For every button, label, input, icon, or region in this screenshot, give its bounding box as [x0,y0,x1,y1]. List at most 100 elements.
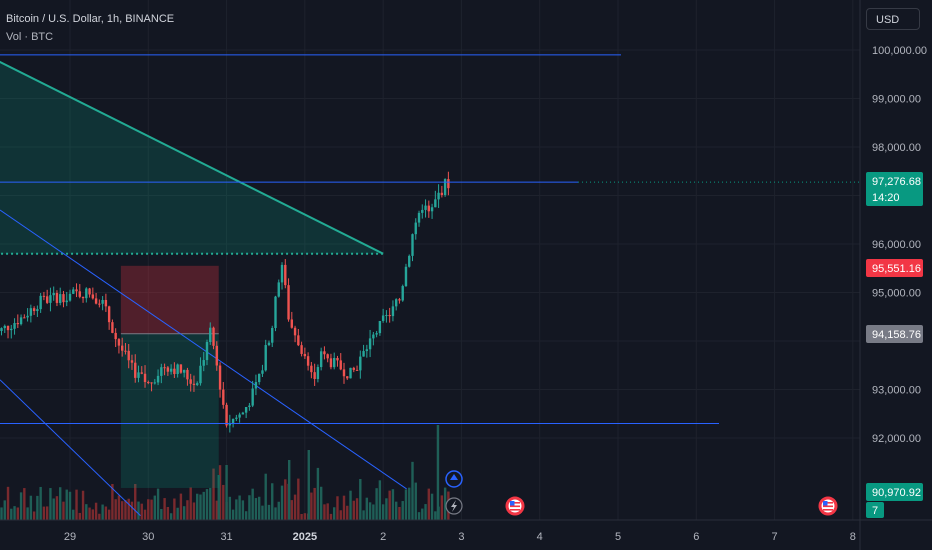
candle-body [267,342,271,346]
candle-body [319,351,323,368]
volume-bar [199,494,202,520]
volume-bar [372,504,375,520]
trend-line-lower [0,379,141,516]
volume-bar [68,491,72,520]
candle [365,344,369,358]
candle-body [75,289,78,292]
candle-body [169,368,173,372]
x-tick-label: 5 [615,531,621,543]
x-tick-label: 29 [64,531,76,543]
volume-bar [156,488,160,520]
volume-bar [91,509,95,520]
y-tick-label: 95,000.00 [872,288,921,300]
candle [349,367,352,379]
volume-bar [274,507,277,520]
candle-body [140,372,143,374]
candle [85,287,88,303]
volume-bar [212,468,215,520]
candle-body [182,369,186,373]
volume-bar [49,488,52,520]
candle-body [346,376,349,379]
volume-bar [434,511,437,520]
candle-body [160,367,163,376]
candle [381,308,385,323]
volume-bar [277,501,280,520]
flag-stripe [510,509,520,511]
volume-bar [421,508,424,520]
volume-bar [81,490,85,520]
candle [19,314,23,326]
candle-body [231,418,235,424]
volume-bar [378,480,382,520]
candle-body [440,192,444,196]
volume-spike [225,465,228,520]
candle-body [215,345,218,366]
volume-bar [248,495,251,520]
volume-bar [329,513,333,520]
volume-bar [114,499,117,520]
lightning-icon[interactable] [445,497,463,515]
volume-bar [117,495,121,520]
volume-bar [385,498,388,520]
y-tick-label: 93,000.00 [872,385,921,397]
volume-bar [394,501,398,520]
candle-body [238,414,241,418]
candle [427,200,431,218]
candle-body [411,234,414,256]
candle-body [381,315,385,321]
volume-bar [166,506,170,520]
volume-bar [218,465,222,520]
volume-bar [173,498,176,520]
volume-bar [32,511,36,520]
candle [424,199,427,218]
candle-body [414,222,417,235]
volume-bar [101,504,104,520]
y-tick-label: 96,000.00 [872,239,921,251]
candle [434,190,437,208]
candle-body [45,296,49,303]
candle [280,262,284,290]
candle [42,291,46,301]
volume-bar [251,488,254,520]
us-flag-icon[interactable] [818,496,838,516]
candle-body [264,345,267,371]
candle-body [205,342,209,361]
candle-body [72,289,75,294]
volume-bar [169,513,173,520]
x-tick-label: 7 [772,531,778,543]
x-tick-label: 4 [537,531,543,543]
candle [0,327,3,336]
volume-bar [16,507,20,520]
volume-bar [290,500,294,520]
volume-bar [130,501,134,520]
volume-bar [401,501,404,520]
volume-bar [310,492,313,520]
candle [78,284,81,299]
candle-body [166,367,170,372]
up-arrow-icon[interactable] [445,470,463,488]
grid [0,0,860,520]
currency-button[interactable]: USD [866,8,920,30]
volume-bar [365,497,369,520]
candle-body [156,375,160,383]
volume-bar [62,501,65,520]
candle [284,259,287,289]
us-flag-icon[interactable] [505,496,525,516]
candle-body [342,369,346,377]
volume-bar [443,487,447,520]
candle-body [222,389,225,405]
candle [385,310,388,323]
candle [362,344,365,357]
candle-body [49,295,52,303]
volume-bar [72,509,75,520]
candle [329,353,333,370]
candle [16,314,20,329]
candle [205,339,209,366]
candle-body [447,179,450,189]
candle-body [261,370,264,374]
candle-body [202,360,205,366]
candle-body [284,264,287,286]
volume-bar [231,509,235,520]
candle-body [430,207,434,212]
